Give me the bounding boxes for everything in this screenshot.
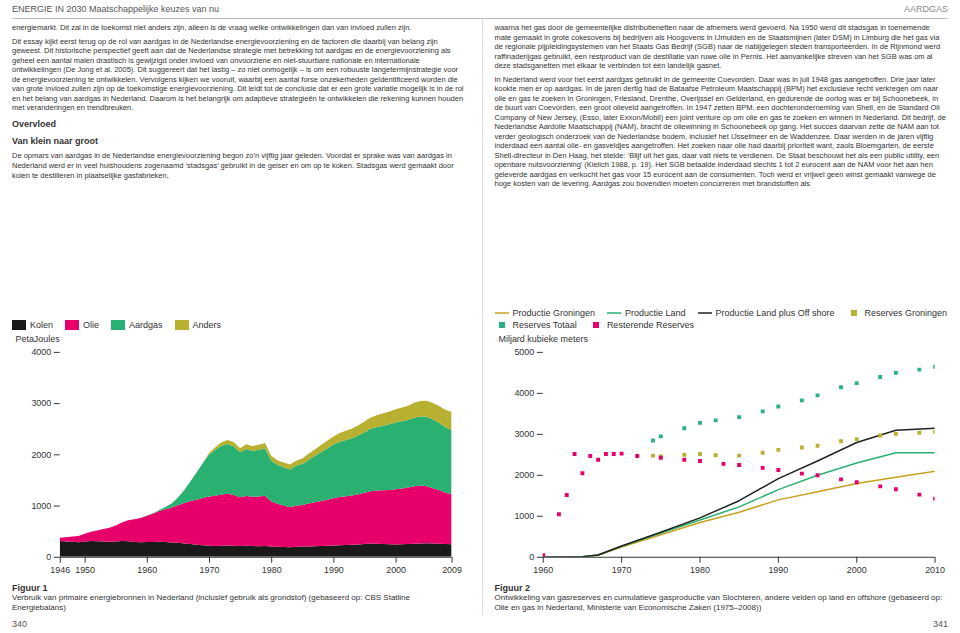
- svg-text:1950: 1950: [75, 565, 95, 575]
- html-text:340: 340: [12, 619, 27, 629]
- svg-text:3000: 3000: [514, 430, 534, 440]
- svg-text:1980: 1980: [690, 565, 710, 575]
- html-text:De opmars van aardgas in de Ne: De opmars van aardgas in de Nederlandse …: [12, 151, 454, 180]
- svg-text:2009: 2009: [442, 565, 462, 575]
- html-text:Anders: Anders: [192, 320, 222, 331]
- svg-text:4000: 4000: [514, 389, 534, 399]
- svg-text:2000: 2000: [31, 450, 51, 460]
- html-text:Olie: Olie: [83, 320, 99, 331]
- svg-text:1970: 1970: [200, 565, 220, 575]
- html-text:Kolen: Kolen: [30, 320, 53, 331]
- html-text:Figuur 2: Figuur 2: [494, 583, 530, 593]
- html-text:Reserves Groningen: Reserves Groningen: [864, 308, 948, 319]
- html-text:In Nederland werd voor het eer: In Nederland werd voor het eerst aardgas…: [494, 74, 946, 189]
- svg-text:PetaJoules: PetaJoules: [15, 334, 60, 344]
- html-text:341: 341: [933, 619, 948, 629]
- svg-text:0: 0: [529, 552, 534, 562]
- html-text:Aardgas: Aardgas: [129, 320, 163, 331]
- html-text:Productie Groningen: Productie Groningen: [512, 308, 596, 319]
- svg-text:1960: 1960: [137, 565, 157, 575]
- html-text:Ontwikkeling van gasreserves e: Ontwikkeling van gasreserves en cumulati…: [494, 593, 943, 612]
- html-text:Verbruik van primaire energieb: Verbruik van primaire energiebronnen in …: [12, 593, 410, 612]
- svg-text:2000: 2000: [846, 565, 866, 575]
- svg-text:1990: 1990: [324, 565, 344, 575]
- svg-text:1980: 1980: [262, 565, 282, 575]
- html-text:Productie Land: Productie Land: [625, 308, 686, 319]
- svg-text:3000: 3000: [31, 399, 51, 409]
- svg-text:4000: 4000: [31, 348, 51, 358]
- svg-text:1946: 1946: [50, 565, 70, 575]
- svg-text:Miljard kubieke meters: Miljard kubieke meters: [498, 334, 588, 344]
- svg-text:1000: 1000: [514, 512, 534, 522]
- html-text:AARDGAS: AARDGAS: [904, 4, 948, 14]
- html-text:Resterende Reserves: Resterende Reserves: [606, 320, 694, 331]
- html-text:Figuur 1: Figuur 1: [12, 583, 48, 593]
- svg-text:1970: 1970: [611, 565, 631, 575]
- svg-text:1990: 1990: [768, 565, 788, 575]
- html-text:Overvloed: Overvloed: [12, 118, 56, 129]
- html-text:Van klein naar groot: Van klein naar groot: [12, 136, 98, 147]
- svg-text:5000: 5000: [514, 348, 534, 358]
- html-text:waarna het gas door de gemeent: waarna het gas door de gemeentelijke dis…: [494, 23, 941, 71]
- svg-text:1000: 1000: [31, 501, 51, 511]
- svg-text:2000: 2000: [514, 471, 534, 481]
- html-text:Reserves Totaal: Reserves Totaal: [512, 320, 577, 331]
- html-text:ENERGIE IN 2030 Maatschappelij: ENERGIE IN 2030 Maatschappelijke keuzes …: [12, 4, 220, 14]
- svg-text:2010: 2010: [925, 565, 945, 575]
- html-text:energiemarkt. Dit zal in de to: energiemarkt. Dit zal in de toekomst nie…: [12, 23, 412, 32]
- svg-text:2000: 2000: [386, 565, 406, 575]
- html-text:Dit essay kijkt eerst terug op: Dit essay kijkt eerst terug op de rol va…: [12, 36, 464, 113]
- html-text:Productie Land plus Off shore: Productie Land plus Off shore: [715, 308, 835, 319]
- svg-text:1960: 1960: [533, 565, 553, 575]
- svg-text:0: 0: [46, 552, 51, 562]
